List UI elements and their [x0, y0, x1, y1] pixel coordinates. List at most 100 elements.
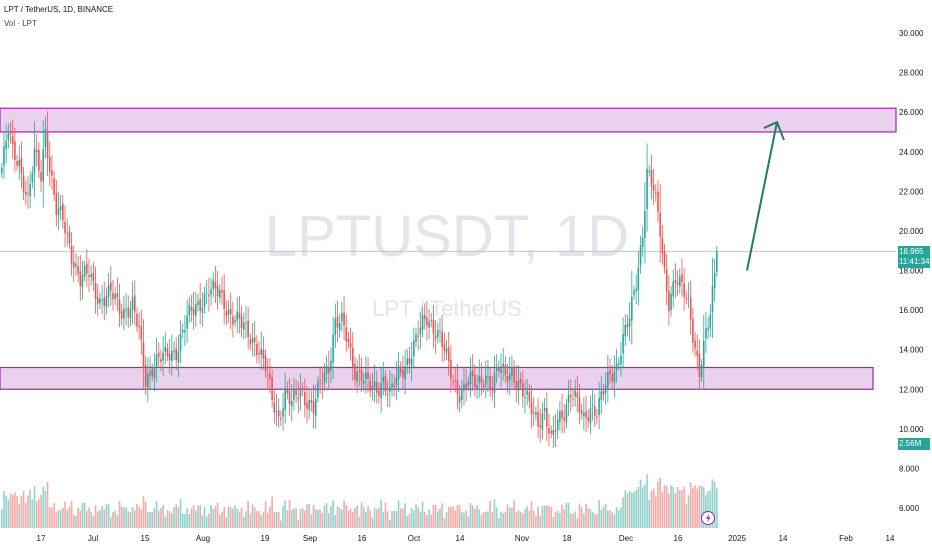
candle-body — [456, 380, 459, 395]
volume-bar — [186, 508, 188, 528]
candle — [147, 357, 149, 402]
price-tick-label: 30.000 — [899, 29, 924, 38]
candle-body — [367, 372, 369, 379]
time-tick-label: 14 — [886, 534, 895, 543]
volume-bar — [596, 514, 598, 528]
candle-body — [465, 383, 467, 389]
volume-bar — [652, 488, 655, 528]
price-tick-label: 10.000 — [899, 425, 924, 434]
volume-bar — [75, 515, 77, 528]
candle-body — [530, 401, 533, 414]
candle-body — [524, 396, 526, 399]
candle — [665, 253, 668, 306]
volume-bar — [380, 499, 382, 528]
candle-body — [203, 294, 206, 308]
volume-bar — [266, 512, 269, 528]
volume-bar — [99, 509, 101, 528]
candle-body — [602, 390, 605, 395]
candle — [458, 384, 461, 413]
candle-body — [587, 417, 590, 422]
candle — [293, 378, 295, 411]
candle-body — [114, 294, 116, 299]
candle-body — [14, 141, 16, 161]
volume-bar — [700, 485, 703, 528]
candle-body — [31, 173, 34, 183]
candle — [463, 366, 465, 406]
flash-icon[interactable] — [701, 511, 715, 525]
candle-body — [482, 384, 485, 388]
volume-bar — [201, 515, 204, 528]
candle — [301, 382, 304, 396]
volume-bar — [131, 507, 134, 528]
candle — [349, 327, 352, 361]
volume-bar — [576, 518, 579, 528]
volume-bar — [330, 506, 332, 528]
candle-body — [256, 344, 258, 356]
watermark: LPTUSDT, 1D LPT / TetherUS — [265, 204, 629, 321]
zone-resistance[interactable] — [0, 107, 897, 133]
candle-body — [389, 386, 391, 393]
candle-body — [578, 397, 581, 413]
volume-bar — [40, 495, 42, 528]
volume-bar — [356, 505, 358, 528]
candle-body — [382, 376, 385, 383]
volume-bar — [341, 509, 343, 528]
volume-bar — [125, 507, 127, 528]
price-tick-label: 16.000 — [899, 306, 924, 315]
volume-bar — [144, 501, 147, 528]
volume-bar — [552, 516, 555, 528]
candle — [622, 317, 624, 369]
candle-body — [1, 167, 3, 174]
candle — [661, 225, 664, 265]
candle — [694, 331, 696, 357]
candle — [271, 369, 273, 408]
volume-bar — [539, 516, 542, 528]
candle-body — [53, 178, 55, 195]
candle — [94, 266, 97, 314]
volume-bar — [312, 504, 315, 528]
volume-bar — [112, 511, 114, 528]
candle-body — [251, 337, 254, 344]
candle-body — [81, 275, 84, 287]
candle — [5, 124, 7, 164]
volume-bar — [587, 508, 590, 528]
volume-bar — [406, 515, 409, 528]
candle — [188, 296, 191, 323]
candle-body — [18, 160, 21, 167]
candle-body — [495, 367, 498, 372]
candle — [232, 301, 234, 338]
candle — [476, 374, 478, 399]
candle — [142, 319, 145, 388]
candle — [685, 291, 688, 305]
price-tick-label: 14.000 — [899, 346, 924, 355]
candle — [31, 166, 34, 189]
zone-support[interactable] — [0, 366, 874, 390]
candle — [615, 348, 618, 383]
volume-bar — [203, 506, 206, 528]
candle — [532, 396, 535, 427]
candle-body — [338, 323, 341, 330]
candle-body — [262, 349, 265, 359]
candle — [375, 370, 378, 404]
volume-bar — [535, 515, 537, 528]
candle-body — [613, 371, 616, 383]
price-tick-label: 8.000 — [899, 464, 920, 473]
volume-bar — [663, 485, 666, 528]
candle-body — [105, 295, 108, 307]
candle — [639, 235, 642, 274]
volume-bar — [299, 508, 302, 528]
candle-body — [369, 380, 372, 392]
candle-body — [362, 380, 365, 384]
candle — [242, 312, 245, 340]
candle — [72, 245, 75, 283]
candle-body — [334, 318, 337, 335]
volume-bar — [683, 486, 685, 528]
candle-body — [489, 376, 491, 389]
volume-bar — [508, 507, 511, 528]
volume-indicator-title: Vol · LPT — [4, 19, 37, 28]
candle — [659, 184, 661, 263]
candle — [107, 273, 110, 308]
volume-bar — [68, 506, 71, 528]
candle — [266, 358, 269, 388]
